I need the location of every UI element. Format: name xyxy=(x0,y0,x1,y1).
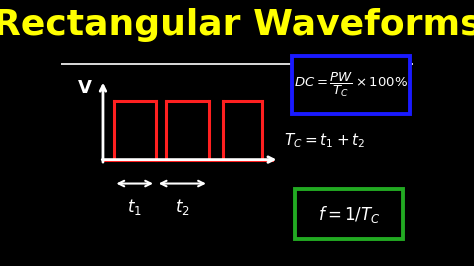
Text: $DC = \dfrac{PW}{T_C} \times 100\%$: $DC = \dfrac{PW}{T_C} \times 100\%$ xyxy=(294,71,408,99)
Text: $t_2$: $t_2$ xyxy=(175,197,190,218)
Bar xyxy=(292,56,410,114)
Text: $T_C = t_1 + t_2$: $T_C = t_1 + t_2$ xyxy=(284,132,366,150)
Text: $f = 1/T_C$: $f = 1/T_C$ xyxy=(318,204,380,225)
Text: Rectangular Waveforms: Rectangular Waveforms xyxy=(0,8,474,42)
Text: V: V xyxy=(78,79,92,97)
Bar xyxy=(295,189,403,239)
Text: $t_1$: $t_1$ xyxy=(127,197,142,218)
